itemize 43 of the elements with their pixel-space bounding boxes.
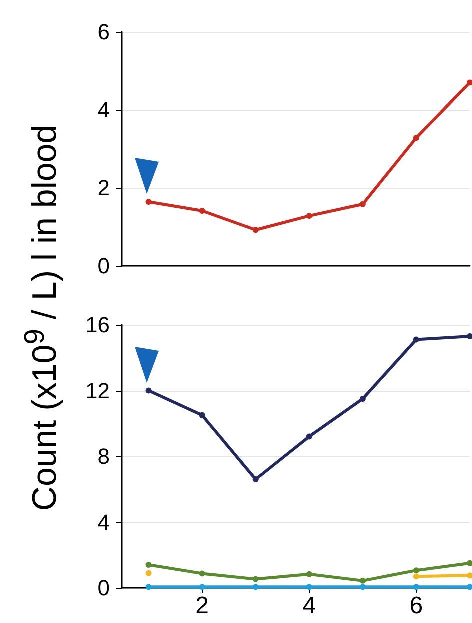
- y-tick-label: 4: [98, 98, 110, 122]
- x-tick-label: 4: [302, 592, 316, 620]
- point: [146, 562, 152, 568]
- y-tick-label: 6: [98, 20, 110, 44]
- point: [467, 334, 472, 340]
- y-tick-label: 16: [86, 312, 110, 338]
- point: [252, 476, 259, 483]
- point: [252, 227, 259, 234]
- point: [199, 584, 206, 590]
- point: [306, 571, 312, 578]
- point: [413, 584, 420, 590]
- point: [146, 199, 152, 206]
- point: [306, 434, 312, 440]
- y-tick-label: 2: [98, 176, 110, 200]
- point: [199, 412, 206, 418]
- point: [199, 208, 206, 214]
- point: [306, 584, 312, 590]
- point: [413, 568, 420, 574]
- y-tick-label: 4: [98, 510, 110, 535]
- point: [146, 388, 152, 394]
- y-tick-label: 0: [98, 254, 110, 278]
- point: [467, 560, 472, 566]
- point: [360, 578, 366, 584]
- point: [146, 570, 152, 576]
- point: [360, 396, 366, 402]
- point: [252, 576, 259, 582]
- point: [467, 572, 472, 579]
- y-tick-label: 12: [86, 378, 110, 404]
- point: [306, 213, 312, 220]
- point: [199, 570, 206, 577]
- point: [467, 80, 472, 86]
- x-tick-label: 2: [196, 592, 209, 620]
- y-tick-label: 8: [98, 444, 110, 469]
- x-tick-label: 6: [410, 592, 424, 620]
- point: [360, 584, 366, 590]
- y-tick-label: 0: [98, 576, 110, 600]
- point: [413, 574, 420, 580]
- point: [467, 584, 472, 590]
- point: [360, 201, 366, 208]
- point: [252, 584, 259, 590]
- point: [413, 336, 420, 343]
- point: [413, 135, 420, 142]
- point: [146, 584, 152, 590]
